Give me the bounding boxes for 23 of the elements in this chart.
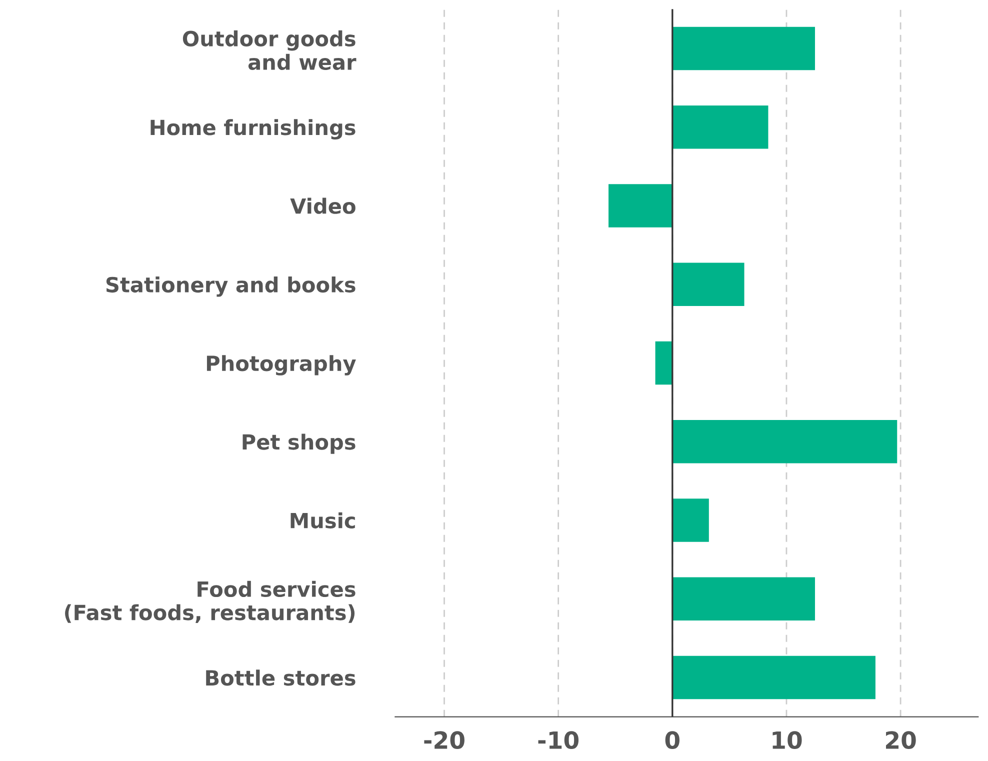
y-tick-label: Video — [290, 198, 356, 214]
y-tick-label: Music — [290, 512, 355, 528]
bar — [672, 105, 768, 149]
y-tick-label: Photography — [206, 355, 356, 376]
y-tick-label: Food services (Fast foods, restaurants) — [65, 580, 356, 624]
bar — [655, 341, 672, 385]
x-tick-label: 10 — [772, 731, 802, 750]
y-tick-label: Bottle stores — [206, 670, 356, 686]
y-tick-label: Outdoor goods and wear — [182, 30, 356, 70]
x-tick-label: -20 — [424, 731, 464, 750]
bar — [672, 26, 815, 70]
bar — [672, 656, 876, 700]
y-tick-label: Stationery and books — [106, 276, 356, 297]
bar — [672, 498, 709, 542]
bar — [672, 577, 815, 621]
bar — [608, 184, 672, 228]
x-tick-label: 0 — [665, 731, 680, 750]
x-tick-label: -10 — [538, 731, 579, 750]
bar — [672, 420, 898, 464]
y-tick-label: Pet shops — [242, 434, 356, 454]
y-tick-label: Home furnishings — [150, 119, 356, 140]
x-tick-label: 20 — [886, 731, 916, 750]
bar — [672, 262, 744, 306]
